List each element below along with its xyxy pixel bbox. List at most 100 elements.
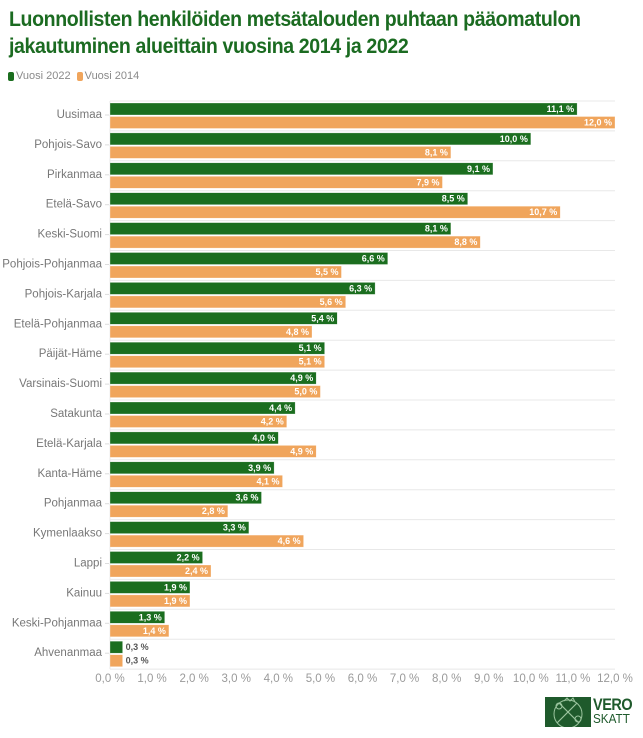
data-label: 10,7 % (529, 207, 557, 217)
data-label: 7,9 % (416, 177, 439, 187)
data-label: 5,4 % (311, 313, 334, 323)
data-label: 11,1 % (547, 104, 575, 114)
bar-2022[interactable] (109, 192, 468, 205)
x-tick-label: 9,0 % (474, 673, 503, 685)
category-label: Pohjois-Pohjanmaa (2, 259, 102, 271)
data-label: 4,1 % (257, 476, 280, 486)
legend-item-2014[interactable]: Vuosi 2014 (76, 70, 140, 82)
category-labels: Uusimaa Pohjois-Savo Pirkanmaa Etelä-Savo Ke… (2, 109, 109, 659)
bar-2022[interactable] (109, 252, 388, 265)
bar-2014[interactable] (109, 235, 481, 249)
data-label: 5,6 % (320, 297, 343, 307)
bar-2022[interactable] (109, 371, 317, 385)
x-tick-label: 4,0 % (264, 673, 293, 685)
data-label: 2,4 % (185, 566, 208, 576)
bars: 11,1 % 12,0 % 10,0 % 8,1 % 9,1 % 7,9 %8,5 % 10… (109, 102, 616, 667)
bar-2022[interactable] (109, 102, 578, 116)
logo-text-vero: VERO (593, 695, 633, 714)
data-label: 8,1 % (425, 224, 448, 234)
bar-2014[interactable] (109, 385, 321, 398)
bar-2022[interactable] (109, 341, 325, 355)
bar-2022[interactable] (109, 312, 338, 325)
data-label: 6,6 % (362, 254, 385, 264)
gridlines (109, 100, 615, 670)
bar-2022[interactable] (109, 521, 250, 534)
data-label: 6,3 % (349, 283, 372, 293)
x-tick-label: 7,0 % (390, 673, 419, 685)
data-label: 10,0 % (500, 134, 528, 144)
data-label: 4,8 % (286, 327, 309, 337)
bar-2022[interactable] (109, 491, 262, 504)
x-tick-label: 0,0 % (95, 673, 124, 685)
bar-2014[interactable] (109, 205, 561, 219)
legend: Vuosi 2022 Vuosi 2014 (8, 70, 145, 82)
bar-2014[interactable] (109, 534, 304, 548)
chart-title: Luonnollisten henkilöiden metsätalouden … (9, 6, 595, 60)
bar-2014[interactable] (109, 654, 123, 667)
bar-2014[interactable] (109, 116, 616, 129)
legend-swatch-2022 (8, 71, 14, 81)
bar-2014[interactable] (109, 415, 287, 428)
category-label: Kainuu (66, 587, 102, 599)
data-label: 4,2 % (261, 417, 284, 427)
data-label: 8,8 % (454, 237, 477, 247)
data-label: 4,0 % (252, 433, 275, 443)
bar-2014[interactable] (109, 594, 191, 608)
bar-2022[interactable] (109, 581, 191, 594)
bar-2014[interactable] (109, 265, 342, 279)
bar-2022[interactable] (109, 132, 532, 146)
legend-item-2022[interactable]: Vuosi 2022 (8, 70, 71, 82)
bar-2014[interactable] (109, 146, 452, 159)
vero-emblem-icon (545, 697, 591, 727)
x-tick-label: 5,0 % (306, 673, 335, 685)
x-tick-label: 11,0 % (555, 673, 590, 685)
bar-2014[interactable] (109, 475, 283, 488)
bar-2022[interactable] (109, 401, 296, 415)
category-label: Pohjois-Karjala (25, 288, 103, 300)
data-label: 2,8 % (202, 506, 225, 516)
category-label: Varsinais-Suomi (19, 378, 102, 390)
legend-swatch-2014 (76, 71, 83, 81)
bar-2014[interactable] (109, 176, 443, 189)
bar-2022[interactable] (109, 431, 279, 445)
bar-2022[interactable] (109, 551, 203, 564)
data-label: 9,1 % (467, 164, 490, 174)
legend-label-2014: Vuosi 2014 (84, 70, 140, 82)
chart-title-line-2: jakautuminen alueittain vuosina 2014 ja … (9, 35, 409, 58)
x-tick-label: 8,0 % (432, 673, 461, 685)
bar-2022[interactable] (109, 282, 376, 295)
vero-skatt-logo: VERO SKATT (545, 695, 639, 727)
bar-2014[interactable] (109, 355, 325, 368)
bar-2014[interactable] (109, 624, 170, 638)
data-label: 4,9 % (290, 446, 313, 456)
bar-2014[interactable] (109, 504, 229, 518)
x-tick-label: 12,0 % (597, 673, 633, 685)
x-tick-label: 6,0 % (348, 673, 377, 685)
category-label: Kanta-Häme (37, 468, 102, 480)
data-label: 12,0 % (584, 118, 612, 128)
data-label: 0,3 % (126, 642, 149, 652)
bar-2022[interactable] (109, 222, 452, 235)
bar-2014[interactable] (109, 445, 317, 458)
bar-2022[interactable] (109, 611, 165, 624)
bar-2014[interactable] (109, 325, 313, 339)
category-label: Päijät-Häme (39, 348, 102, 360)
data-label: 1,3 % (139, 612, 162, 622)
x-tick-label: 2,0 % (179, 673, 208, 685)
category-label: Pohjois-Savo (34, 139, 102, 151)
bar-2014[interactable] (109, 295, 346, 309)
bar-2022[interactable] (109, 162, 494, 176)
data-label: 4,9 % (290, 373, 313, 383)
category-label: Kymenlaakso (33, 528, 102, 540)
data-label: 0,3 % (126, 656, 149, 666)
data-label: 5,5 % (315, 267, 338, 277)
category-label: Keski-Pohjanmaa (12, 617, 103, 629)
bar-2022[interactable] (109, 640, 123, 654)
bar-2014[interactable] (109, 564, 212, 578)
data-label: 3,9 % (248, 463, 271, 473)
data-label: 5,1 % (299, 357, 322, 367)
bar-2022[interactable] (109, 461, 275, 475)
x-tick-label: 3,0 % (222, 673, 251, 685)
data-label: 5,0 % (294, 387, 317, 397)
category-label: Pohjanmaa (44, 498, 103, 510)
